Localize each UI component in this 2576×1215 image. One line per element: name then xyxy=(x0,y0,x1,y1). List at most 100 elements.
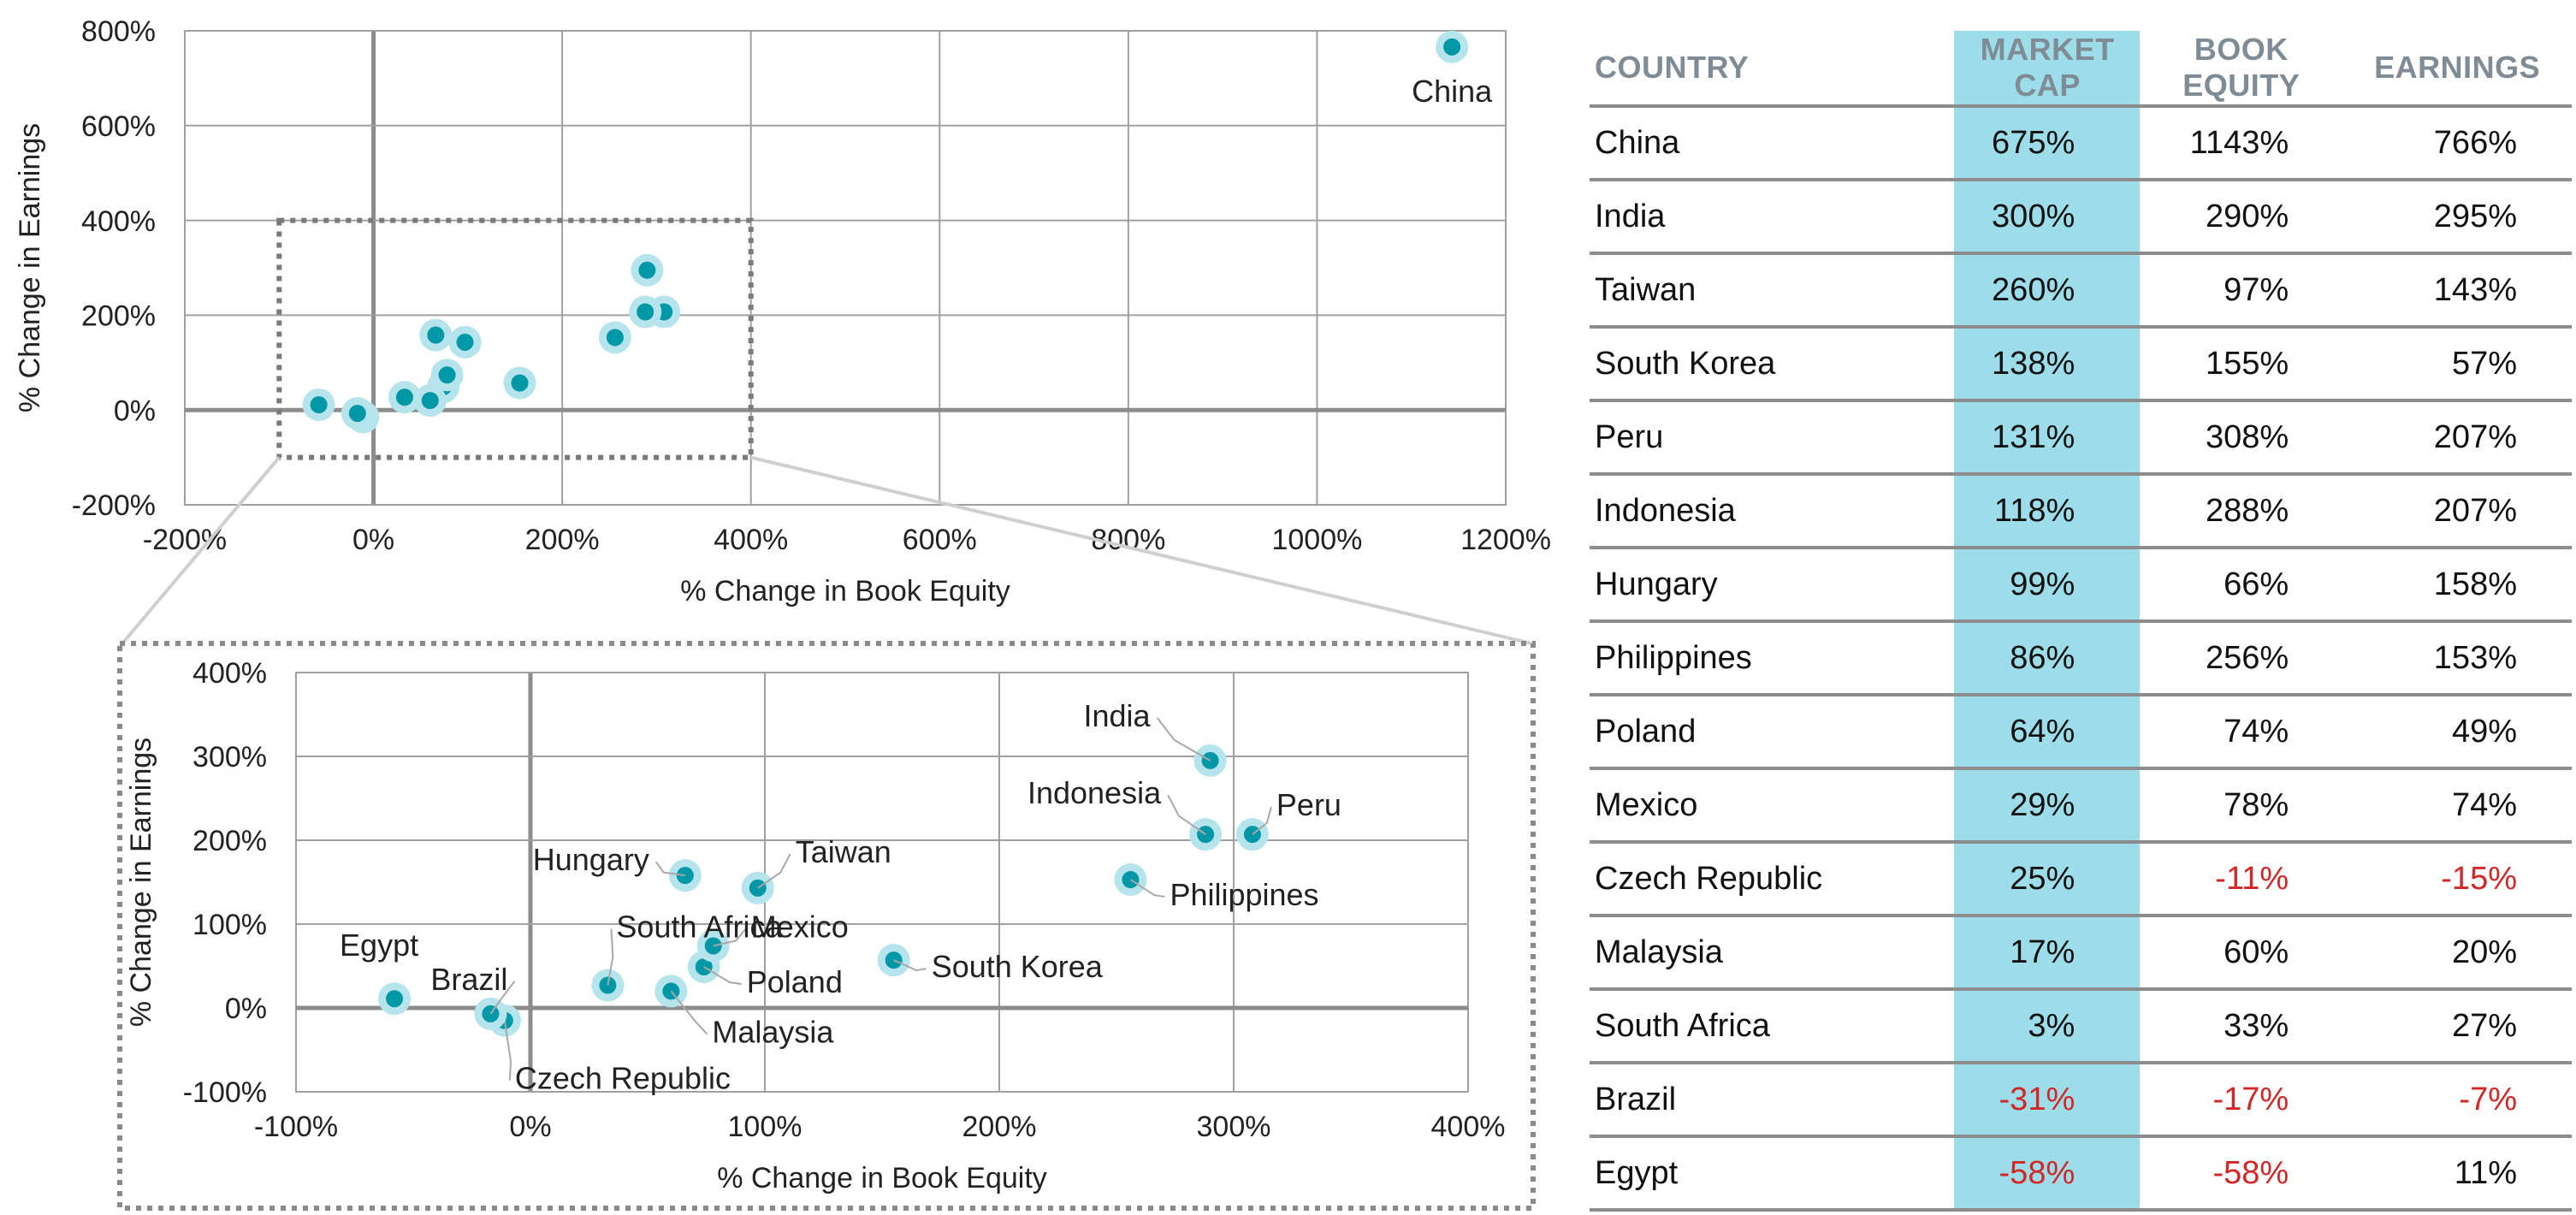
table-row: South Korea 138% 155% 57% xyxy=(1590,327,2572,402)
table-row: Philippines 86% 256% 153% xyxy=(1590,621,2572,696)
earnings-cell: 27% xyxy=(2342,989,2572,1064)
earnings-cell: 20% xyxy=(2342,916,2572,991)
market-cap-cell: 3% xyxy=(1954,989,2141,1064)
table-row: Poland 64% 74% 49% xyxy=(1590,695,2572,770)
x-tick-label: 600% xyxy=(903,524,977,556)
market-cap-cell: 675% xyxy=(1954,106,2141,181)
table-row: Taiwan 260% 97% 143% xyxy=(1590,253,2572,329)
plot-area xyxy=(184,30,1507,506)
data-point xyxy=(637,303,654,321)
label-leader-line xyxy=(893,959,927,972)
country-cell: Brazil xyxy=(1590,1063,1955,1138)
market-cap-cell: -31% xyxy=(1954,1063,2141,1138)
column-header-earnings: EARNINGS xyxy=(2342,31,2572,108)
point-label: Brazil xyxy=(430,962,507,997)
country-cell: Hungary xyxy=(1590,548,1955,623)
country-change-table: COUNTRY MARKET CAP BOOK EQUITY EARNINGS … xyxy=(1590,31,2572,1212)
book-equity-cell: -11% xyxy=(2140,842,2342,917)
earnings-cell: -7% xyxy=(2342,1063,2572,1138)
table-row: South Africa 3% 33% 27% xyxy=(1590,989,2572,1064)
data-point xyxy=(438,366,456,384)
country-cell: Poland xyxy=(1590,695,1955,770)
point-label: Peru xyxy=(1276,787,1341,822)
country-cell: Malaysia xyxy=(1590,916,1955,991)
point-label: Hungary xyxy=(533,842,649,877)
y-tick-label: 200% xyxy=(192,825,267,857)
point-label: Czech Republic xyxy=(515,1061,731,1096)
table-row: Brazil -31% -17% -7% xyxy=(1590,1063,2572,1138)
data-point xyxy=(310,396,328,414)
market-cap-cell: 118% xyxy=(1954,474,2141,549)
book-equity-cell: 155% xyxy=(2140,327,2342,402)
y-tick-label: 400% xyxy=(81,205,156,238)
data-point xyxy=(421,392,439,410)
point-label: Indonesia xyxy=(1027,775,1162,810)
x-tick-label: 1200% xyxy=(1460,524,1551,556)
y-tick-label: 0% xyxy=(225,993,267,1025)
data-point xyxy=(395,388,413,406)
book-equity-cell: 308% xyxy=(2140,400,2342,476)
main-scatter-chart: -200% 0% 200% 400% 600% 800% 1000% 1200%800%600… xyxy=(14,15,1551,608)
market-cap-cell: 29% xyxy=(1954,768,2141,844)
point-label: Philippines xyxy=(1170,877,1318,912)
x-tick-label: 100% xyxy=(728,1111,802,1143)
zoomed-scatter-chart: -100% 0% 100% 200% 300% 400% 400% 300% 200% 100% 0… xyxy=(125,657,1505,1194)
market-cap-cell: -58% xyxy=(1954,1136,2141,1212)
x-tick-label: 0% xyxy=(352,524,394,556)
table-row: Indonesia 118% 288% 207% xyxy=(1590,474,2572,549)
label-leader-line xyxy=(1252,806,1272,835)
point-label: India xyxy=(1084,698,1152,733)
column-header-book-equity: BOOK EQUITY xyxy=(2140,31,2342,108)
x-tick-label: 400% xyxy=(1431,1111,1506,1143)
y-tick-label: 600% xyxy=(81,110,156,143)
country-cell: Peru xyxy=(1590,400,1955,476)
book-equity-cell: 66% xyxy=(2140,548,2342,623)
book-equity-cell: 288% xyxy=(2140,474,2342,549)
scatter-charts: -200% 0% 200% 400% 600% 800% 1000% 1200%800%600… xyxy=(14,15,1551,1211)
market-cap-cell: 300% xyxy=(1954,180,2141,255)
table-row: Peru 131% 308% 207% xyxy=(1590,400,2572,476)
x-tick-label: -100% xyxy=(254,1111,338,1143)
earnings-cell: 11% xyxy=(2342,1136,2572,1212)
y-tick-label: -200% xyxy=(72,489,156,522)
label-leader-line xyxy=(1167,794,1206,835)
y-axis-title: % Change in Earnings xyxy=(14,123,46,412)
label-leader-line xyxy=(655,861,685,877)
book-equity-cell: 1143% xyxy=(2140,106,2342,181)
x-tick-label: 1000% xyxy=(1271,524,1362,556)
earnings-cell: 57% xyxy=(2342,327,2572,402)
country-cell: Czech Republic xyxy=(1590,842,1955,917)
market-cap-cell: 260% xyxy=(1954,253,2141,329)
earnings-cell: 207% xyxy=(2342,400,2572,476)
label-leader-line xyxy=(489,981,516,1015)
book-equity-cell: -58% xyxy=(2140,1136,2342,1212)
label-leader-line xyxy=(757,853,791,889)
y-axis-title: % Change in Earnings xyxy=(125,738,157,1027)
data-point xyxy=(638,261,656,279)
zoom-connector-left xyxy=(121,456,281,645)
data-point xyxy=(456,333,474,351)
data-point xyxy=(386,990,404,1008)
earnings-cell: 74% xyxy=(2342,768,2572,844)
point-label: Poland xyxy=(747,964,843,999)
data-point xyxy=(511,374,529,392)
data-point xyxy=(427,326,445,344)
earnings-cell: 143% xyxy=(2342,253,2572,329)
earnings-cell: 153% xyxy=(2342,621,2572,696)
x-tick-label: 200% xyxy=(525,524,600,556)
y-tick-label: 200% xyxy=(81,300,156,333)
book-equity-cell: 60% xyxy=(2140,916,2342,991)
x-tick-label: 300% xyxy=(1197,1111,1271,1143)
book-equity-cell: 74% xyxy=(2140,695,2342,770)
country-cell: South Africa xyxy=(1590,989,1955,1064)
book-equity-cell: 33% xyxy=(2140,989,2342,1064)
country-cell: Egypt xyxy=(1590,1136,1955,1212)
label-leader-line xyxy=(703,966,742,985)
table-row: Hungary 99% 66% 158% xyxy=(1590,548,2572,623)
earnings-cell: 158% xyxy=(2342,548,2572,623)
book-equity-cell: 97% xyxy=(2140,253,2342,329)
table-header-row: COUNTRY MARKET CAP BOOK EQUITY EARNINGS xyxy=(1590,31,2572,108)
label-leader-line xyxy=(1129,879,1165,898)
y-tick-label: 400% xyxy=(192,657,267,690)
country-cell: China xyxy=(1590,106,1955,181)
